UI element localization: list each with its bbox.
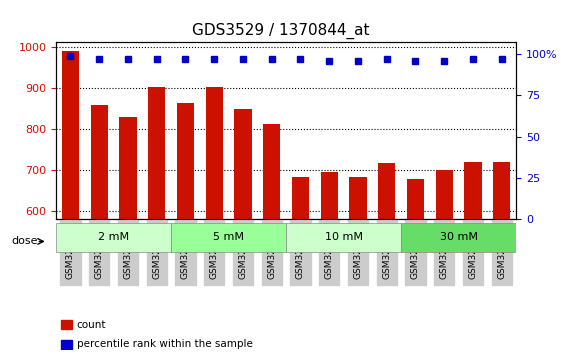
- Bar: [378, 163, 396, 219]
- FancyBboxPatch shape: [401, 223, 516, 251]
- Bar: [90, 105, 108, 219]
- Bar: [234, 109, 251, 219]
- Text: count: count: [77, 320, 106, 330]
- Text: GDS3529 / 1370844_at: GDS3529 / 1370844_at: [192, 23, 369, 39]
- Text: 2 mM: 2 mM: [98, 232, 129, 242]
- Text: 30 mM: 30 mM: [440, 232, 477, 242]
- Bar: [119, 118, 136, 219]
- Text: 10 mM: 10 mM: [325, 232, 362, 242]
- Bar: [350, 177, 366, 219]
- Bar: [62, 51, 79, 219]
- Bar: [493, 162, 511, 219]
- Bar: [148, 87, 165, 219]
- FancyBboxPatch shape: [286, 223, 401, 251]
- Bar: [61, 340, 72, 349]
- FancyBboxPatch shape: [171, 223, 286, 251]
- Text: percentile rank within the sample: percentile rank within the sample: [77, 339, 252, 349]
- FancyBboxPatch shape: [56, 223, 171, 251]
- Bar: [407, 179, 424, 219]
- Text: 5 mM: 5 mM: [213, 232, 244, 242]
- Bar: [61, 320, 72, 329]
- Bar: [435, 170, 453, 219]
- Bar: [205, 86, 223, 219]
- Bar: [320, 172, 338, 219]
- Bar: [292, 177, 309, 219]
- Bar: [177, 103, 194, 219]
- Text: dose: dose: [11, 236, 38, 246]
- Bar: [263, 124, 280, 219]
- Bar: [465, 162, 481, 219]
